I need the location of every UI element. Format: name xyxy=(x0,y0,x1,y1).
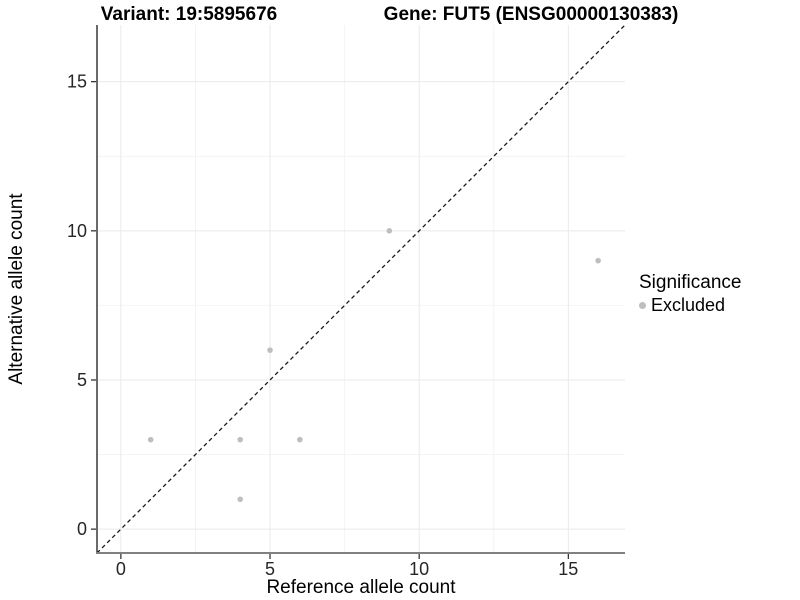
excluded-point-icon xyxy=(639,302,646,309)
data-point xyxy=(147,436,154,443)
x-tick-label: 15 xyxy=(558,559,578,579)
legend: Significance Excluded xyxy=(639,272,741,316)
x-axis-title: Reference allele count xyxy=(266,577,456,598)
y-tick-label: 5 xyxy=(77,370,87,390)
variant-title: Variant: 19:5895676 xyxy=(100,4,278,25)
y-tick-label: 15 xyxy=(67,72,87,92)
data-point xyxy=(237,436,243,443)
x-tick-label: 5 xyxy=(265,559,275,579)
legend-item-label: Excluded xyxy=(651,295,726,315)
x-tick-label: 0 xyxy=(116,559,126,579)
legend-title: Significance xyxy=(639,272,742,293)
data-point xyxy=(237,496,243,503)
data-point xyxy=(386,228,393,234)
data-point xyxy=(595,257,601,264)
y-tick-label: 10 xyxy=(67,221,87,241)
legend-item-excluded: Excluded xyxy=(639,295,741,316)
x-tick-label: 10 xyxy=(409,559,429,579)
gene-title: Gene: FUT5 (ENSG00000130383) xyxy=(383,4,679,25)
identity-dashed-line xyxy=(96,24,626,554)
data-point xyxy=(297,436,303,443)
data-point xyxy=(267,347,273,353)
y-tick-label: 0 xyxy=(77,519,87,539)
y-axis-title: Alternative allele count xyxy=(6,193,27,385)
